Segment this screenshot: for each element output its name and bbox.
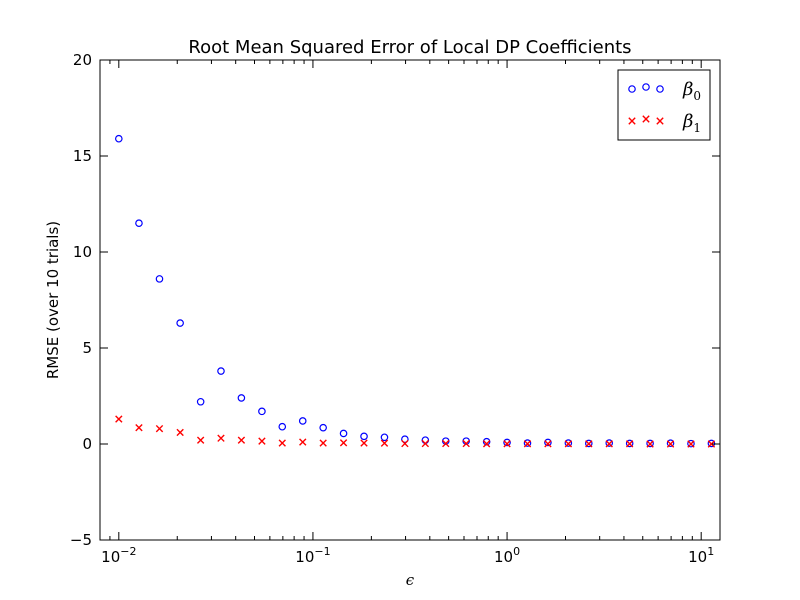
data-point bbox=[217, 367, 225, 375]
data-point bbox=[482, 437, 491, 446]
series-beta-1 bbox=[115, 415, 716, 448]
data-point bbox=[625, 439, 634, 448]
data-point bbox=[462, 439, 470, 448]
data-point bbox=[196, 436, 205, 444]
legend-entry-beta-1: β1 bbox=[628, 111, 701, 135]
legend-box bbox=[617, 69, 711, 141]
data-point bbox=[687, 440, 695, 448]
data-point bbox=[339, 439, 348, 447]
data-point bbox=[360, 439, 368, 447]
data-point bbox=[258, 407, 266, 416]
data-point bbox=[176, 428, 184, 437]
data-point bbox=[605, 439, 614, 447]
data-point bbox=[380, 433, 389, 442]
axis-ticks: 20 15 10 5 0 −5 10−2 10−1 100 101 bbox=[70, 51, 720, 566]
legend-marker bbox=[642, 115, 650, 123]
data-point bbox=[503, 440, 511, 448]
data-point bbox=[421, 439, 430, 448]
data-point bbox=[585, 439, 593, 448]
x-axis-label: ϵ bbox=[406, 571, 415, 589]
data-point bbox=[523, 440, 532, 448]
data-point bbox=[421, 436, 430, 444]
data-point bbox=[482, 440, 491, 448]
series-beta-0 bbox=[115, 134, 716, 448]
legend-label: β0 bbox=[682, 79, 701, 103]
data-point bbox=[196, 397, 205, 406]
data-point bbox=[299, 438, 307, 446]
y-tick-label: 5 bbox=[82, 339, 92, 357]
data-point bbox=[687, 439, 695, 448]
data-point bbox=[278, 439, 286, 447]
data-point bbox=[666, 440, 675, 448]
y-tick-label: 20 bbox=[73, 51, 92, 69]
data-point bbox=[237, 436, 246, 444]
data-point bbox=[503, 438, 511, 447]
data-point bbox=[523, 439, 532, 447]
legend-label: β1 bbox=[682, 111, 701, 135]
data-point bbox=[564, 440, 573, 448]
data-point bbox=[217, 434, 225, 442]
legend-marker bbox=[628, 85, 636, 93]
data-point bbox=[115, 134, 123, 143]
data-point bbox=[401, 439, 409, 448]
data-point bbox=[544, 440, 552, 448]
data-point bbox=[278, 422, 287, 431]
chart-title: Root Mean Squared Error of Local DP Coef… bbox=[188, 37, 631, 58]
data-point bbox=[564, 439, 573, 447]
data-point bbox=[176, 319, 184, 327]
data-point bbox=[155, 275, 164, 283]
data-point bbox=[298, 417, 307, 425]
y-tick-label: 0 bbox=[82, 435, 92, 453]
data-point bbox=[319, 423, 327, 432]
data-point bbox=[380, 439, 389, 447]
data-point bbox=[401, 435, 409, 444]
data-point bbox=[605, 440, 613, 448]
x-tick-label: 10−2 bbox=[101, 545, 136, 566]
data-point bbox=[135, 423, 143, 432]
data-point bbox=[442, 439, 450, 448]
data-point bbox=[258, 437, 266, 445]
data-point bbox=[666, 439, 675, 448]
data-point bbox=[339, 429, 348, 438]
y-tick-label: −5 bbox=[70, 531, 92, 549]
data-point bbox=[319, 439, 327, 447]
data-point bbox=[646, 440, 654, 448]
data-point bbox=[707, 439, 716, 448]
legend-marker bbox=[656, 85, 664, 93]
plot-marks bbox=[115, 134, 716, 448]
data-point bbox=[544, 438, 552, 447]
data-point bbox=[155, 424, 164, 433]
legend-marker bbox=[656, 117, 664, 125]
legend-marker bbox=[642, 83, 650, 91]
data-point bbox=[625, 440, 634, 448]
data-point bbox=[646, 439, 654, 448]
data-point bbox=[585, 440, 593, 448]
y-tick-label: 10 bbox=[73, 243, 92, 261]
y-axis-label: RMSE (over 10 trials) bbox=[44, 221, 62, 379]
data-point bbox=[237, 394, 246, 402]
x-tick-label: 101 bbox=[688, 545, 714, 566]
data-point bbox=[707, 440, 716, 448]
plot-frame bbox=[99, 59, 721, 541]
y-tick-label: 15 bbox=[73, 147, 92, 165]
data-point bbox=[360, 432, 368, 441]
legend-marker bbox=[628, 117, 636, 125]
legend-entry-beta-0: β0 bbox=[628, 79, 701, 103]
x-tick-label: 100 bbox=[494, 545, 520, 566]
x-tick-label: 10−1 bbox=[295, 545, 330, 566]
data-point bbox=[115, 415, 123, 423]
data-point bbox=[135, 219, 143, 228]
